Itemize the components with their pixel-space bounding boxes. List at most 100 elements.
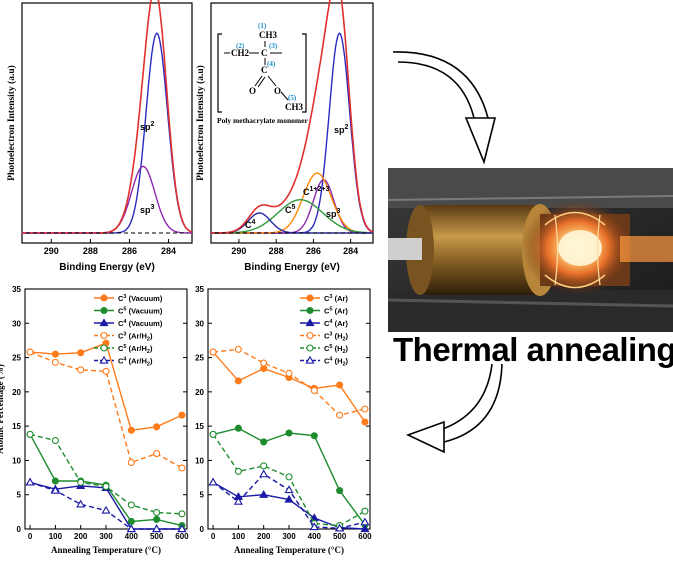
y-tick-label: 15 xyxy=(195,422,204,431)
data-point xyxy=(127,501,135,509)
group-c4: C xyxy=(261,65,268,75)
y-tick-label: 35 xyxy=(12,285,21,294)
x-tick-label: 0 xyxy=(28,532,33,541)
data-point xyxy=(310,386,318,395)
peak-label-sp3: sp3 xyxy=(140,204,155,215)
peak-label-c123: C1+2+3 xyxy=(303,186,329,197)
xps-left-chart: 290 288 286 284 Binding Energy (eV) Photoelec… xyxy=(6,0,193,273)
data-point xyxy=(361,418,369,426)
y-tick-label: 25 xyxy=(12,354,21,363)
legend-label: C4 (Ar) xyxy=(324,319,348,328)
data-point xyxy=(77,349,85,357)
legend-marker xyxy=(100,331,108,340)
x-tick-label: 200 xyxy=(74,532,88,541)
x-tick-label: 600 xyxy=(358,532,372,541)
peak-label-c5: C5 xyxy=(285,204,296,215)
data-point xyxy=(127,426,135,434)
x-tick-label: 300 xyxy=(99,532,113,541)
y-tick-label: 35 xyxy=(195,285,204,294)
data-point xyxy=(360,517,370,526)
envelope-curve xyxy=(22,0,193,234)
peak-label-c4: C4 xyxy=(245,219,256,230)
data-point xyxy=(50,485,60,494)
y-tick-label: 30 xyxy=(12,319,21,328)
label-3: (3) xyxy=(269,42,278,50)
data-point xyxy=(285,473,293,481)
data-point xyxy=(260,438,268,446)
legend-label: C4 (H2) xyxy=(324,357,349,368)
data-point xyxy=(178,510,186,518)
data-point xyxy=(209,430,217,438)
data-point xyxy=(153,450,161,458)
y-tick-label: 0 xyxy=(17,525,22,534)
series-c3--ar-h2-: C3 (Ar/H2) xyxy=(26,331,186,472)
data-point xyxy=(51,358,59,366)
data-point xyxy=(101,505,111,514)
legend-marker xyxy=(100,306,108,315)
legend-label: C5 (Ar/H2) xyxy=(118,344,153,355)
data-point xyxy=(233,496,243,505)
y-tick-label: 0 xyxy=(200,525,205,534)
data-point xyxy=(336,487,344,495)
y-tick-label: 5 xyxy=(200,491,205,500)
y-axis-label: Photoelectron Intensity (a.u) xyxy=(6,65,17,181)
legend-marker xyxy=(306,294,314,302)
data-point xyxy=(234,377,242,385)
arrow-to-charts xyxy=(405,363,503,454)
legend-marker xyxy=(99,355,109,364)
series-c4--ar-h2-: C4 (Ar/H2) xyxy=(25,355,187,533)
x-tick-label: 400 xyxy=(308,532,322,541)
data-point xyxy=(51,350,59,358)
data-point xyxy=(285,369,293,377)
x-tick-label: 200 xyxy=(257,532,271,541)
group-ch3-bottom: CH3 xyxy=(285,102,304,112)
data-point xyxy=(234,424,242,432)
data-point xyxy=(177,524,187,533)
thermal-annealing-photo xyxy=(387,168,673,332)
thermal-annealing-title: Thermal annealing xyxy=(393,331,673,368)
x-axis-label: Annealing Temperature (°C) xyxy=(234,545,344,555)
data-point xyxy=(259,469,269,478)
series-c3--ar-: C3 (Ar) xyxy=(209,294,369,426)
atomic-percentage-left-chart: 0 5 10 15 20 25 30 35 0 100 200 300 400 500 600 Anneali… xyxy=(0,285,189,555)
group-ch2: CH2 xyxy=(231,48,250,58)
arrow-to-photo xyxy=(392,51,497,165)
data-point xyxy=(102,482,110,491)
data-point xyxy=(178,464,186,472)
data-point xyxy=(25,477,35,486)
x-tick-label: 500 xyxy=(150,532,164,541)
legend-label: C3 (Ar/H2) xyxy=(118,332,153,343)
label-1: (1) xyxy=(258,22,267,30)
data-point xyxy=(26,348,34,356)
legend-marker xyxy=(306,306,314,315)
legend-label: C3 (H2) xyxy=(324,332,349,343)
atomic-percentage-right-chart: 0 5 10 15 20 25 30 35 0 100 200 300 400 500 600 Anneali… xyxy=(195,285,372,555)
data-point xyxy=(336,381,344,389)
x-tick-label: 100 xyxy=(232,532,246,541)
legend-marker xyxy=(100,344,108,352)
group-o-single: O xyxy=(274,86,281,96)
group-ch3-top: CH3 xyxy=(259,30,278,40)
label-4: (4) xyxy=(267,60,276,68)
data-point xyxy=(335,523,345,532)
data-point xyxy=(77,366,85,374)
data-point xyxy=(259,490,269,498)
data-point xyxy=(361,405,369,413)
data-point xyxy=(178,411,186,419)
data-point xyxy=(208,477,218,486)
y-tick-label: 10 xyxy=(195,456,204,465)
component-peak-sp3 xyxy=(22,165,192,234)
legend-marker xyxy=(306,344,314,352)
x-tick-label: 290 xyxy=(231,246,246,256)
x-tick-label: 284 xyxy=(343,246,358,256)
series-c4--h2-: C4 (H2) xyxy=(208,355,370,532)
data-point xyxy=(153,423,161,431)
data-point xyxy=(360,524,370,533)
y-tick-label: 15 xyxy=(12,422,21,431)
data-point xyxy=(285,429,293,437)
data-point xyxy=(209,348,217,356)
series-c5--ar-h2-: C5 (Ar/H2) xyxy=(26,344,186,518)
data-point xyxy=(152,524,162,533)
data-point xyxy=(260,462,268,470)
x-tick-label: 500 xyxy=(333,532,347,541)
